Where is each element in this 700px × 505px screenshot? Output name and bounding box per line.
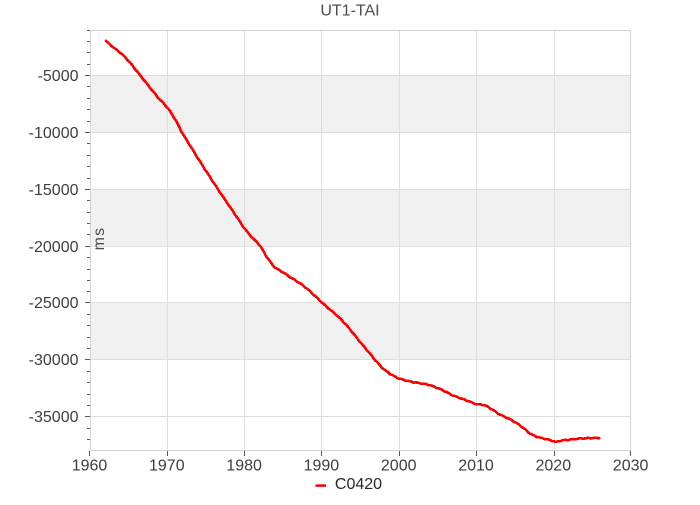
svg-text:1990: 1990 [304,458,340,475]
svg-text:2000: 2000 [381,458,417,475]
svg-text:-35000: -35000 [29,409,79,426]
svg-text:-25000: -25000 [29,295,79,312]
svg-text:-5000: -5000 [38,68,79,85]
svg-text:1980: 1980 [226,458,262,475]
svg-text:-15000: -15000 [29,182,79,199]
svg-text:UT1-TAI: UT1-TAI [320,3,379,20]
svg-text:2020: 2020 [536,458,572,475]
svg-text:-10000: -10000 [29,125,79,142]
svg-text:-30000: -30000 [29,352,79,369]
svg-text:2030: 2030 [613,458,649,475]
svg-text:1970: 1970 [149,458,185,475]
svg-text:-20000: -20000 [29,239,79,256]
svg-text:1960: 1960 [72,458,108,475]
svg-text:C0420: C0420 [335,476,382,493]
svg-text:2010: 2010 [458,458,494,475]
svg-text:ms: ms [91,227,108,251]
